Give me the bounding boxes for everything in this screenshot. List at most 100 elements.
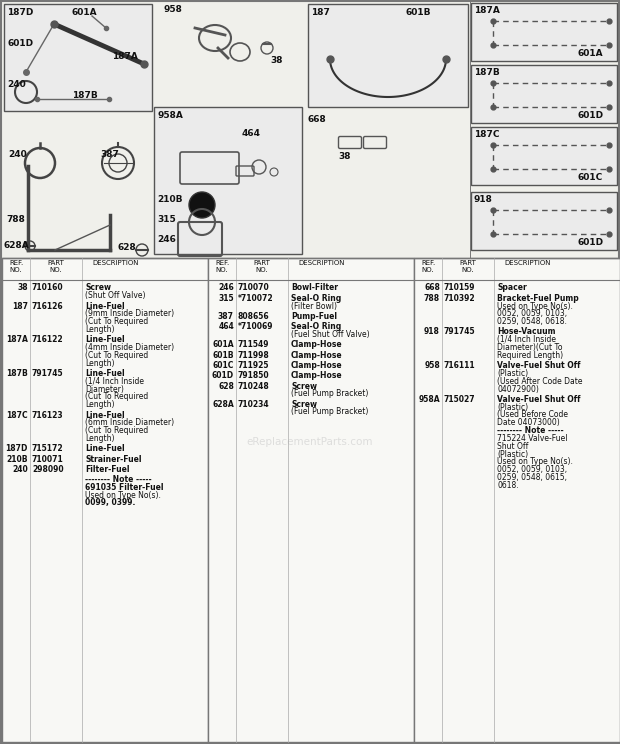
Text: 715224 Valve-Fuel: 715224 Valve-Fuel [497,434,567,443]
Text: DESCRIPTION: DESCRIPTION [299,260,345,266]
Text: Clamp-Hose: Clamp-Hose [291,361,343,370]
Circle shape [189,192,215,218]
Text: 628A: 628A [212,400,234,408]
Text: 715172: 715172 [32,444,64,453]
Bar [471,65,617,123]
Text: Pump-Fuel: Pump-Fuel [291,312,337,321]
Text: (Plastic): (Plastic) [497,369,528,378]
Text: Strainer-Fuel: Strainer-Fuel [85,455,141,464]
Text: 0259, 0548, 0615,: 0259, 0548, 0615, [497,473,567,482]
Text: 668: 668 [308,115,327,124]
Text: REF.
NO.: REF. NO. [421,260,435,273]
Text: REF.
NO.: REF. NO. [9,260,23,273]
Text: 958: 958 [163,5,182,14]
Text: 0099, 0399.: 0099, 0399. [85,498,135,507]
Text: 187D: 187D [6,444,28,453]
Text: (1/4 Inch Inside: (1/4 Inch Inside [85,376,144,386]
Text: 601B: 601B [406,8,432,17]
Text: 240: 240 [12,465,28,474]
Text: 710070: 710070 [238,283,270,292]
Text: 246: 246 [157,235,176,244]
Text: (Cut To Required: (Cut To Required [85,426,148,435]
Text: 716126: 716126 [32,301,64,310]
Text: 387: 387 [100,150,119,159]
Bar [471,127,617,185]
Text: Diameter)(Cut To: Diameter)(Cut To [497,343,562,352]
Text: 711998: 711998 [238,350,270,359]
Text: (Plastic): (Plastic) [497,403,528,411]
Text: 628: 628 [218,382,234,391]
Text: 240: 240 [7,80,26,89]
Text: Used on Type No(s).: Used on Type No(s). [85,491,161,500]
Text: Line-Fuel: Line-Fuel [85,411,125,420]
Text: Screw: Screw [85,283,111,292]
Text: 601A: 601A [72,8,97,17]
Text: (Fuel Pump Bracket): (Fuel Pump Bracket) [291,408,368,417]
Text: 716123: 716123 [32,411,64,420]
Text: Bracket-Fuel Pump: Bracket-Fuel Pump [497,294,578,303]
Bar [414,258,620,742]
Text: DESCRIPTION: DESCRIPTION [93,260,140,266]
Text: 0259, 0548, 0618.: 0259, 0548, 0618. [497,317,567,326]
Text: 715027: 715027 [444,395,476,404]
Bar [2,258,208,742]
Text: 958: 958 [424,361,440,371]
Text: (Shut Off Valve): (Shut Off Valve) [85,292,146,301]
Text: 918: 918 [474,195,493,204]
Text: 240: 240 [8,150,27,159]
Text: 210B: 210B [6,455,28,464]
Text: 691035 Filter-Fuel: 691035 Filter-Fuel [85,483,164,492]
Text: 791745: 791745 [444,327,476,336]
Text: 710071: 710071 [32,455,64,464]
Text: REF.
NO.: REF. NO. [215,260,229,273]
Bar [4,4,152,111]
Text: Used on Type No(s).: Used on Type No(s). [497,301,573,310]
Text: 710160: 710160 [32,283,64,292]
Text: Line-Fuel: Line-Fuel [85,444,125,453]
Text: 958A: 958A [418,395,440,404]
Text: (Filter Bowl): (Filter Bowl) [291,301,337,310]
Text: (Cut To Required: (Cut To Required [85,351,148,360]
Text: (6mm Inside Diameter): (6mm Inside Diameter) [85,418,174,427]
Text: (Fuel Shut Off Valve): (Fuel Shut Off Valve) [291,330,370,339]
Text: 38: 38 [17,283,28,292]
Text: (9mm Inside Diameter): (9mm Inside Diameter) [85,310,174,318]
Text: Clamp-Hose: Clamp-Hose [291,340,343,349]
Text: 0052, 0059, 0103,: 0052, 0059, 0103, [497,465,567,474]
Text: DESCRIPTION: DESCRIPTION [505,260,551,266]
Text: 187B: 187B [6,369,28,378]
Bar [154,107,302,254]
Text: 187A: 187A [6,336,28,344]
Text: Bowl-Filter: Bowl-Filter [291,283,338,292]
Text: 918: 918 [424,327,440,336]
Text: Shut Off: Shut Off [497,442,528,451]
Text: eReplacementParts.com: eReplacementParts.com [247,437,373,447]
Text: Diameter): Diameter) [85,385,124,394]
Text: Screw: Screw [291,400,317,408]
Text: 808656: 808656 [238,312,270,321]
Text: 187: 187 [311,8,330,17]
Text: (4mm Inside Diameter): (4mm Inside Diameter) [85,343,174,352]
Text: Clamp-Hose: Clamp-Hose [291,350,343,359]
Text: 601A: 601A [213,340,234,349]
Text: -------- Note -----: -------- Note ----- [497,426,564,435]
Text: 711925: 711925 [238,361,270,370]
Text: 464: 464 [218,322,234,331]
Text: Line-Fuel: Line-Fuel [85,301,125,310]
Text: 187C: 187C [6,411,28,420]
Text: Required Length): Required Length) [497,351,563,360]
Text: 710234: 710234 [238,400,270,408]
Text: 710159: 710159 [444,283,476,292]
Text: *710072: *710072 [238,294,273,303]
Text: (Cut To Required: (Cut To Required [85,317,148,326]
Text: 711549: 711549 [238,340,270,349]
Text: Spacer: Spacer [497,283,527,292]
Text: 601D: 601D [7,39,33,48]
Text: 601A: 601A [577,49,603,58]
Text: 628A: 628A [4,241,30,250]
Text: 246: 246 [218,283,234,292]
Text: Hose-Vacuum: Hose-Vacuum [497,327,556,336]
Text: 788: 788 [6,215,25,224]
Text: -------- Note -----: -------- Note ----- [85,475,152,484]
Text: 187D: 187D [7,8,33,17]
